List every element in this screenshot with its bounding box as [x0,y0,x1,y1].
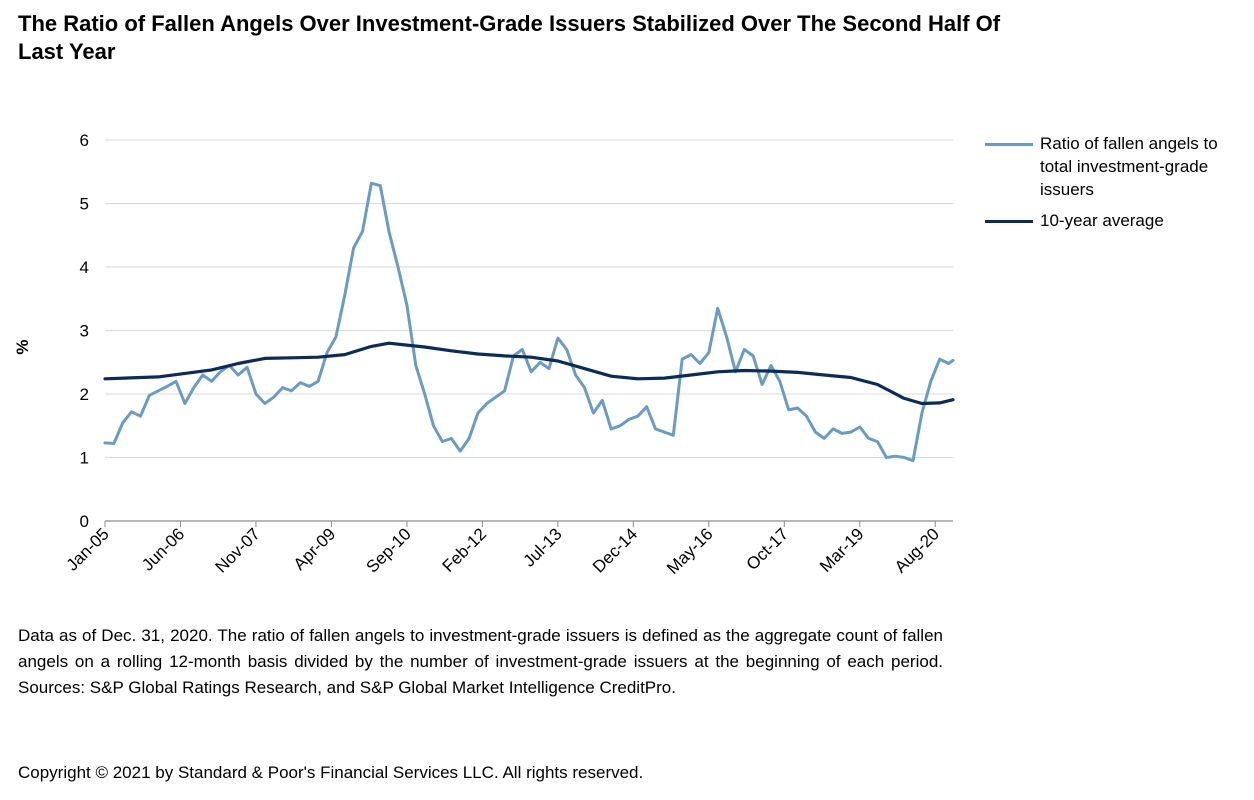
chart-title: The Ratio of Fallen Angels Over Investme… [18,11,1001,64]
y-axis-label: % [13,339,32,354]
x-tick-label: Jan-05 [63,524,113,574]
footnote: Data as of Dec. 31, 2020. The ratio of f… [18,626,943,697]
y-tick-label: 1 [80,449,89,468]
x-tick-label: Nov-07 [212,524,264,576]
y-tick-label: 0 [80,512,89,531]
y-tick-label: 4 [80,258,89,277]
y-tick-label: 5 [80,195,89,214]
x-tick-label: Sep-10 [363,524,415,576]
x-tick-label: Jul-13 [520,524,566,570]
x-tick-label: Apr-09 [290,524,340,574]
x-tick-label: Aug-20 [891,524,943,576]
legend-item-average: 10-year average [985,209,1245,232]
x-tick-label: Oct-17 [743,524,793,574]
copyright-notice: Copyright © 2021 by Standard & Poor's Fi… [18,763,644,782]
legend-swatch-average [985,220,1033,223]
x-tick-label: Jun-06 [138,524,188,574]
legend-item-ratio: Ratio of fallen angels to total investme… [985,132,1245,201]
x-tick-label: Mar-19 [816,524,868,576]
x-tick-label: Feb-12 [439,524,491,576]
series-lines [103,181,955,463]
legend-swatch-ratio [985,143,1033,146]
legend-label-average: 10-year average [1040,211,1164,230]
legend: Ratio of fallen angels to total investme… [985,132,1245,240]
gridlines [105,139,953,458]
x-tick-label: Dec-14 [589,524,641,576]
y-tick-label: 3 [80,322,89,341]
y-tick-label: 2 [80,385,89,404]
average-series-line [103,341,955,406]
legend-label-ratio: Ratio of fallen angels to total investme… [1040,134,1218,199]
y-tick-label: 6 [80,131,89,150]
x-tick-label: May-16 [663,524,717,578]
ratio-series-line [103,181,955,463]
